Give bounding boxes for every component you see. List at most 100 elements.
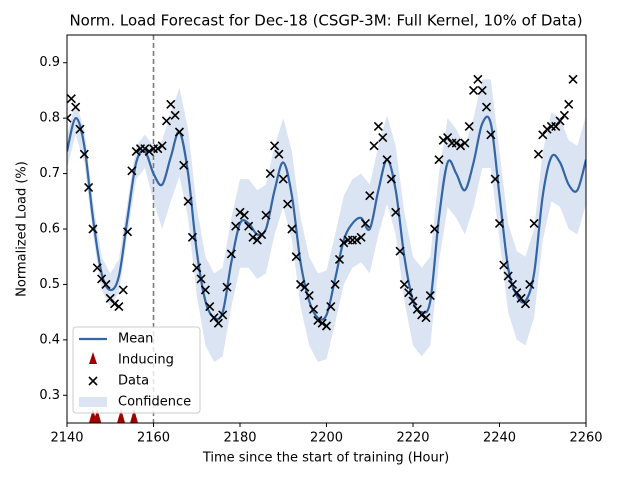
data-point bbox=[295, 279, 306, 289]
y-tick-label: 0.4 bbox=[39, 332, 60, 347]
inducing-point bbox=[93, 409, 102, 423]
data-point bbox=[516, 293, 526, 303]
data-point bbox=[399, 279, 409, 289]
data-point bbox=[118, 285, 128, 295]
y-tick-label: 0.5 bbox=[39, 277, 60, 292]
data-point bbox=[88, 224, 98, 234]
data-point bbox=[365, 191, 375, 201]
data-point bbox=[529, 218, 539, 229]
mean-line bbox=[67, 115, 586, 321]
data-point bbox=[144, 146, 154, 156]
data-point bbox=[209, 313, 219, 323]
data-point bbox=[67, 113, 72, 123]
x-tick-label: 2180 bbox=[223, 431, 256, 446]
data-point bbox=[187, 232, 197, 242]
data-point bbox=[222, 282, 232, 292]
data-point bbox=[533, 149, 543, 159]
data-point bbox=[451, 138, 461, 148]
data-point bbox=[321, 321, 332, 331]
data-point bbox=[373, 121, 383, 132]
x-axis-label: Time since the start of training (Hour) bbox=[202, 451, 449, 466]
data-point bbox=[434, 155, 444, 165]
data-point bbox=[391, 207, 401, 217]
data-point bbox=[555, 116, 565, 126]
data-point bbox=[525, 279, 535, 289]
data-point bbox=[174, 127, 185, 137]
data-point bbox=[101, 279, 111, 289]
x-tick-label: 2140 bbox=[50, 431, 83, 446]
legend-swatch bbox=[89, 352, 97, 364]
data-point bbox=[512, 288, 522, 298]
data-point bbox=[503, 271, 513, 281]
data-point bbox=[317, 318, 327, 328]
data-point bbox=[127, 166, 137, 176]
data-point bbox=[386, 174, 396, 184]
data-point bbox=[477, 85, 487, 95]
data-point bbox=[412, 304, 422, 314]
data-point bbox=[248, 232, 258, 242]
data-point bbox=[97, 274, 107, 284]
data-point bbox=[551, 121, 561, 132]
data-point bbox=[330, 279, 340, 289]
inducing-point bbox=[130, 409, 139, 423]
data-point bbox=[421, 313, 431, 323]
data-point bbox=[239, 210, 249, 220]
legend-swatch bbox=[88, 376, 98, 386]
data-point bbox=[538, 130, 548, 140]
data-point bbox=[140, 144, 150, 154]
data-point bbox=[278, 174, 288, 184]
legend-label: Confidence bbox=[118, 395, 191, 410]
data-point bbox=[131, 146, 141, 156]
legend-label: Inducing bbox=[118, 353, 174, 368]
data-point bbox=[339, 238, 349, 248]
data-point bbox=[270, 141, 280, 151]
inducing-point bbox=[117, 409, 126, 423]
data-point bbox=[490, 174, 500, 184]
data-point bbox=[153, 144, 163, 154]
x-tick-label: 2200 bbox=[310, 431, 343, 446]
data-point bbox=[235, 207, 245, 217]
data-point bbox=[192, 263, 202, 273]
data-point bbox=[265, 169, 275, 179]
data-point bbox=[261, 210, 271, 220]
y-tick-label: 0.6 bbox=[39, 222, 60, 237]
confidence-band bbox=[67, 79, 586, 363]
data-point bbox=[196, 274, 206, 284]
data-point bbox=[71, 102, 81, 112]
data-point bbox=[252, 235, 262, 245]
data-point bbox=[92, 263, 102, 273]
data-point bbox=[494, 218, 505, 229]
data-point bbox=[425, 290, 435, 301]
data-point bbox=[257, 229, 267, 240]
data-point bbox=[430, 224, 440, 234]
y-tick-label: 0.3 bbox=[39, 388, 60, 403]
legend-label: Data bbox=[118, 374, 149, 389]
x-tick-label: 2160 bbox=[137, 431, 170, 446]
x-tick-label: 2220 bbox=[396, 431, 429, 446]
data-point bbox=[166, 99, 176, 109]
data-point bbox=[114, 302, 124, 312]
data-point bbox=[183, 196, 193, 206]
data-point bbox=[213, 318, 223, 328]
data-point bbox=[468, 85, 479, 95]
data-point bbox=[464, 121, 474, 132]
data-point bbox=[417, 310, 427, 320]
data-point bbox=[226, 249, 236, 259]
data-point bbox=[122, 227, 133, 237]
y-axis-label: Normalized Load (%) bbox=[15, 161, 30, 297]
data-point bbox=[443, 132, 453, 143]
data-point bbox=[304, 290, 314, 301]
data-point bbox=[67, 94, 76, 104]
data-point bbox=[564, 99, 574, 109]
data-point bbox=[287, 224, 297, 234]
data-point bbox=[486, 130, 496, 140]
data-point bbox=[334, 254, 345, 265]
data-point bbox=[481, 102, 492, 112]
data-point bbox=[382, 155, 392, 165]
data-point bbox=[520, 299, 531, 309]
data-point bbox=[291, 252, 301, 262]
data-point bbox=[308, 304, 319, 314]
data-point bbox=[313, 315, 323, 326]
data-point bbox=[473, 74, 483, 84]
